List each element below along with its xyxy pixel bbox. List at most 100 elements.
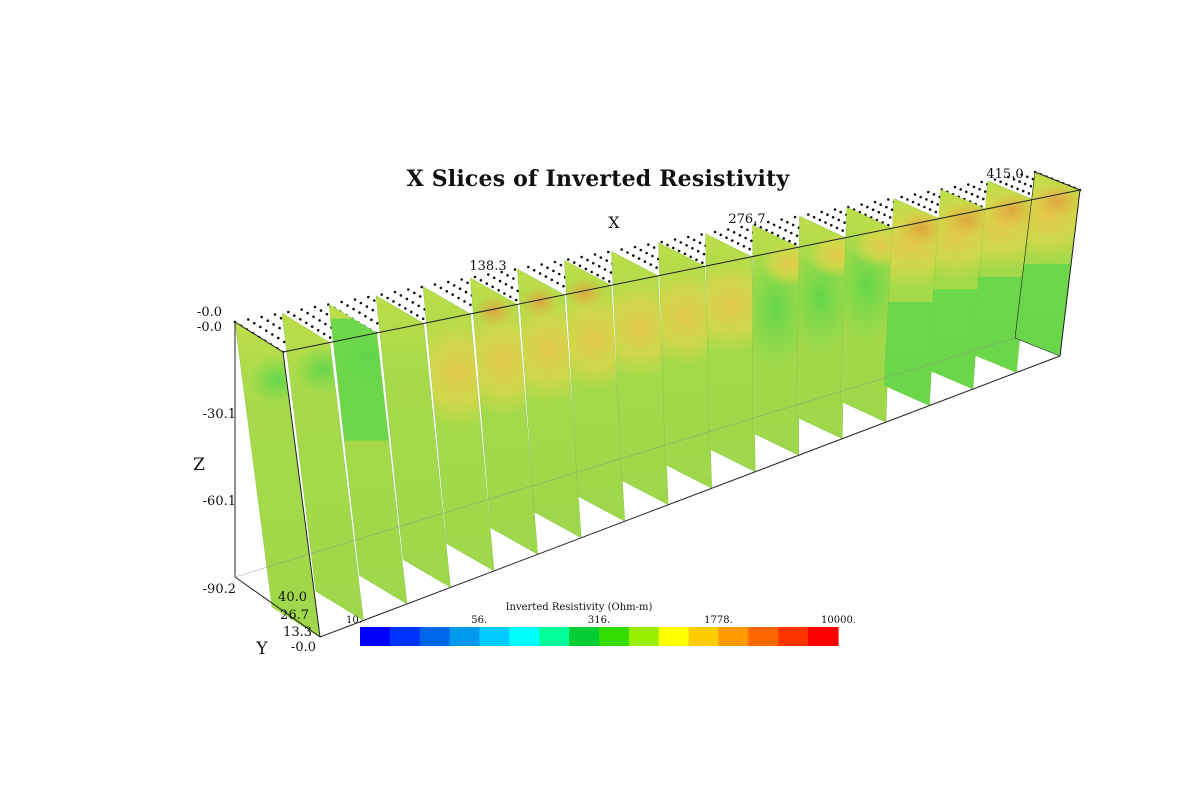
grid-dot xyxy=(672,246,675,250)
colorbar-swatch xyxy=(599,627,630,646)
grid-dot xyxy=(860,203,863,206)
grid-dot xyxy=(503,292,506,295)
colorbar-swatch xyxy=(778,627,809,646)
grid-dot xyxy=(469,303,472,307)
colorbar-swatch xyxy=(360,627,391,646)
grid-dot xyxy=(841,229,844,232)
grid-dot xyxy=(380,293,384,296)
colorbar-tick-label: 10000. xyxy=(821,615,856,626)
grid-dot xyxy=(786,220,789,224)
grid-dot xyxy=(1018,180,1021,183)
grid-dot xyxy=(788,239,791,243)
grid-dot xyxy=(820,210,823,214)
grid-dot xyxy=(750,239,753,243)
grid-dot xyxy=(1020,173,1023,176)
x-axis-label: X xyxy=(608,213,620,232)
grid-dot xyxy=(1026,175,1029,179)
grid-dot xyxy=(982,197,985,201)
grid-dot xyxy=(556,281,559,285)
grid-dot xyxy=(765,228,768,232)
grid-dot xyxy=(313,305,317,309)
grid-dot xyxy=(392,300,395,303)
grid-dot xyxy=(271,333,274,336)
grid-dot xyxy=(509,295,512,299)
grid-dot xyxy=(260,315,264,319)
grid-dot xyxy=(592,261,595,265)
x-tick-label: 276.7 xyxy=(728,212,765,227)
grid-dot xyxy=(557,272,561,276)
grid-dot xyxy=(647,243,650,246)
grid-dot xyxy=(602,277,605,280)
grid-dot xyxy=(1029,184,1033,188)
slice-anomalies xyxy=(658,267,712,366)
z-axis-label: Z xyxy=(193,455,205,475)
grid-dot xyxy=(1023,182,1027,186)
grid-dot xyxy=(458,287,462,291)
grid-dot xyxy=(826,213,829,216)
y-tick-label: 40.0 xyxy=(278,590,307,605)
grid-dot xyxy=(293,314,296,317)
grid-dot xyxy=(925,198,928,201)
grid-dot xyxy=(885,205,888,209)
y-tick-label: 13.3 xyxy=(283,625,312,640)
anomaly-high xyxy=(805,232,846,277)
chart-title: X Slices of Inverted Resistivity xyxy=(406,166,790,192)
grid-dot xyxy=(923,205,926,209)
bounding-box xyxy=(234,171,1081,638)
grid-dot xyxy=(445,290,449,293)
grid-dot xyxy=(497,288,500,292)
grid-dot xyxy=(460,278,464,281)
grid-dot xyxy=(812,215,816,219)
grid-dot xyxy=(492,276,496,280)
grid-dot xyxy=(731,239,734,242)
grid-dot xyxy=(873,200,877,204)
grid-dot xyxy=(358,311,361,314)
grid-dot xyxy=(578,264,582,268)
grid-dot xyxy=(700,233,703,236)
grid-dot xyxy=(673,238,677,241)
grid-dot xyxy=(967,183,970,186)
colorbar-swatch xyxy=(449,627,481,646)
grid-dot xyxy=(633,245,637,249)
grid-dot xyxy=(928,208,932,211)
grid-dot xyxy=(485,282,489,285)
frame-right-top xyxy=(1034,171,1081,191)
grid-dot xyxy=(550,278,554,282)
grid-dot xyxy=(466,281,469,285)
grid-dot xyxy=(532,268,536,272)
grid-dot xyxy=(666,243,669,247)
grid-dot xyxy=(580,255,583,259)
slice-13 xyxy=(840,206,893,423)
colorbar-swatch xyxy=(688,627,720,646)
frame-front-right xyxy=(1059,189,1081,357)
grid-dot xyxy=(365,305,369,308)
grid-dot xyxy=(504,283,508,286)
anomaly-orange xyxy=(564,276,605,309)
grid-dot xyxy=(491,285,495,289)
grid-dot xyxy=(702,252,706,256)
grid-dot xyxy=(984,190,987,193)
grid-dot xyxy=(742,245,746,248)
grid-dot xyxy=(679,241,683,244)
grid-dot xyxy=(879,203,882,206)
grid-dot xyxy=(866,205,869,209)
grid-dot xyxy=(512,277,515,280)
grid-dot xyxy=(759,226,763,229)
grid-dot xyxy=(795,234,799,238)
grid-dot xyxy=(487,273,490,276)
grid-dot xyxy=(689,255,692,259)
grid-dot xyxy=(510,286,514,289)
grid-dot xyxy=(399,294,403,297)
grid-dot xyxy=(719,233,723,237)
grid-dot xyxy=(953,185,957,189)
grid-dot xyxy=(597,265,601,268)
grid-dot xyxy=(744,236,747,240)
grid-dot xyxy=(411,301,415,304)
grid-dot xyxy=(265,329,268,333)
grid-dot xyxy=(464,290,468,294)
grid-dot xyxy=(538,272,542,275)
grid-dot xyxy=(1016,187,1019,191)
grid-dot xyxy=(738,233,742,237)
grid-dot xyxy=(980,180,983,184)
